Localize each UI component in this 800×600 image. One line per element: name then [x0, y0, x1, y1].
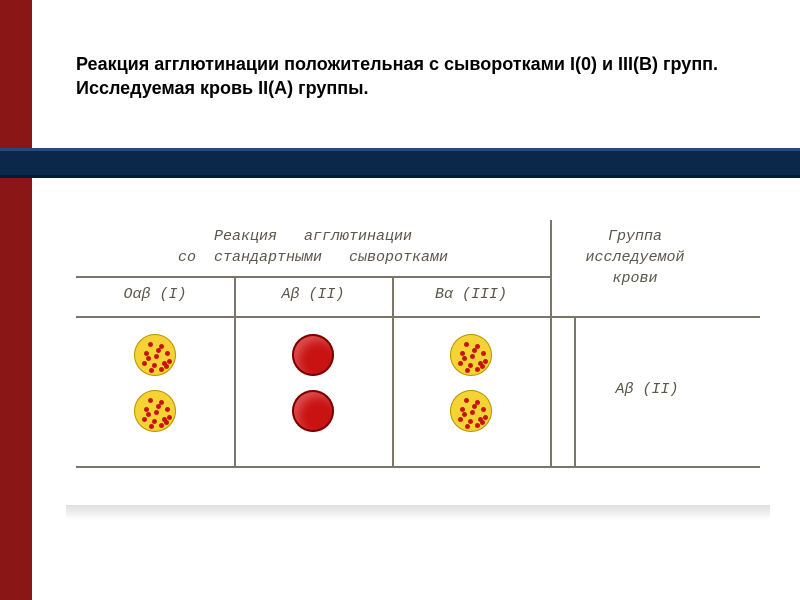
vline-col-1: [234, 276, 236, 466]
sample-0-bottom: [134, 390, 176, 432]
agglut-dot: [464, 342, 469, 347]
agglut-dot: [480, 364, 485, 369]
agglutination-diagram: Реакция агглютинации со стандартными сыв…: [66, 210, 770, 510]
agglut-dot: [146, 356, 151, 361]
agglut-dot: [468, 363, 473, 368]
agglut-dot: [470, 354, 475, 359]
agglut-dot: [481, 351, 486, 356]
agglut-dot: [156, 404, 161, 409]
agglut-dot: [164, 364, 169, 369]
diagram-shadow: [66, 505, 770, 520]
agglut-dot: [142, 361, 147, 366]
vline-col-2: [392, 276, 394, 466]
agglut-dot: [167, 415, 172, 420]
agglut-dot: [483, 359, 488, 364]
agglut-dot: [149, 368, 154, 373]
agglut-dot: [462, 356, 467, 361]
agglut-dot: [152, 419, 157, 424]
agglut-dot: [156, 348, 161, 353]
header-left: Реакция агглютинации со стандартными сыв…: [76, 226, 550, 268]
agglut-dot: [472, 404, 477, 409]
agglut-dot: [154, 354, 159, 359]
agglut-dot: [142, 417, 147, 422]
agglut-dot: [475, 423, 480, 428]
agglut-dot: [159, 367, 164, 372]
hline-bottom: [76, 466, 760, 468]
agglut-dot: [475, 367, 480, 372]
agglut-dot: [462, 412, 467, 417]
col-label-2: Вα (III): [392, 286, 550, 303]
col-label-0: Оαβ (I): [76, 286, 234, 303]
agglut-dot: [465, 424, 470, 429]
sample-1-top: [292, 334, 334, 376]
agglut-dot: [154, 410, 159, 415]
agglut-dot: [468, 419, 473, 424]
sample-2-bottom: [450, 390, 492, 432]
agglut-dot: [470, 410, 475, 415]
agglut-dot: [165, 351, 170, 356]
result-label: Аβ (II): [574, 381, 720, 398]
sample-2-top: [450, 334, 492, 376]
title-line-1: Реакция агглютинации положительная с сыв…: [76, 52, 760, 76]
agglut-dot: [148, 398, 153, 403]
sample-0-top: [134, 334, 176, 376]
agglut-dot: [458, 361, 463, 366]
nav-bar: [0, 148, 800, 178]
agglut-dot: [164, 420, 169, 425]
title-line-2: Исследуемая кровь II(А) группы.: [76, 76, 760, 100]
agglut-dot: [149, 424, 154, 429]
agglut-dot: [458, 417, 463, 422]
left-red-border: [0, 0, 32, 600]
agglut-dot: [148, 342, 153, 347]
agglut-dot: [481, 407, 486, 412]
agglut-dot: [480, 420, 485, 425]
hline-mid: [76, 316, 760, 318]
slide-root: Реакция агглютинации положительная с сыв…: [0, 0, 800, 600]
col-label-1: Аβ (II): [234, 286, 392, 303]
diagram-table: Реакция агглютинации со стандартными сыв…: [76, 220, 760, 500]
agglut-dot: [165, 407, 170, 412]
agglut-dot: [464, 398, 469, 403]
agglut-dot: [167, 359, 172, 364]
agglut-dot: [152, 363, 157, 368]
agglut-dot: [483, 415, 488, 420]
sample-1-bottom: [292, 390, 334, 432]
agglut-dot: [465, 368, 470, 373]
agglut-dot: [472, 348, 477, 353]
header-right: Группа исследуемой крови: [550, 226, 720, 289]
title-block: Реакция агглютинации положительная с сыв…: [76, 52, 760, 101]
agglut-dot: [159, 423, 164, 428]
hline-sub: [76, 276, 550, 278]
agglut-dot: [146, 412, 151, 417]
